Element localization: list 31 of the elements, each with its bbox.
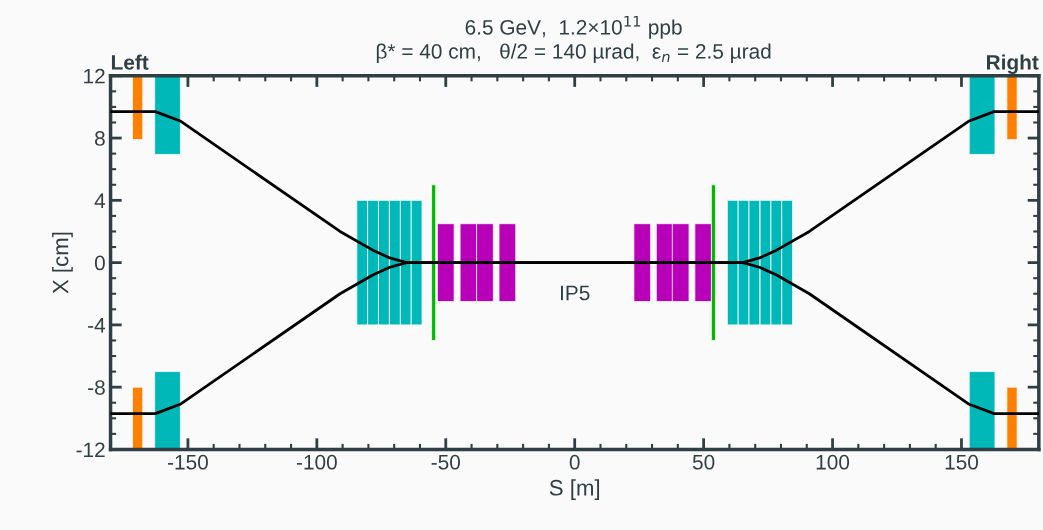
y-tick-label: 4 [94, 193, 106, 208]
bar [968, 75, 996, 155]
text: Right [987, 54, 1039, 74]
x-tick-label: -50 [431, 454, 461, 470]
bar [633, 223, 652, 302]
chart-title: 6.5 GeV, 1.2×10$^{11}$ ppb [465, 15, 682, 39]
chart-subtitle: β* = 40 cm, θ/2 = 140 µrad, ε$_{n}$ = 2.5 µrad [376, 43, 771, 63]
bar [1006, 386, 1018, 450]
bar [132, 386, 144, 450]
bar [132, 75, 144, 141]
x-tick-label: 0 [569, 454, 580, 470]
x-tick-label: 50 [692, 454, 715, 470]
bar [154, 371, 181, 450]
bar [498, 223, 517, 302]
y-tick-label: -4 [88, 318, 106, 333]
x-tick-label: 150 [945, 454, 979, 470]
bar [1006, 75, 1018, 141]
bar [154, 75, 181, 155]
annotation: IP5 [560, 285, 590, 301]
text: Left [111, 54, 149, 70]
y-axis-title: X [cm] [52, 232, 73, 294]
x-tick-label: 100 [816, 454, 850, 470]
x-tick-label: -150 [167, 454, 208, 470]
y-tick-label: 8 [95, 131, 105, 146]
x-tick-label: -100 [296, 454, 337, 470]
y-tick-label: 0 [94, 255, 105, 271]
y-tick-label: -12 [76, 442, 105, 457]
y-tick-label: 12 [84, 68, 105, 84]
bar [968, 371, 996, 450]
y-tick-label: -8 [88, 380, 105, 395]
x-axis-title: S [m] [549, 479, 600, 500]
